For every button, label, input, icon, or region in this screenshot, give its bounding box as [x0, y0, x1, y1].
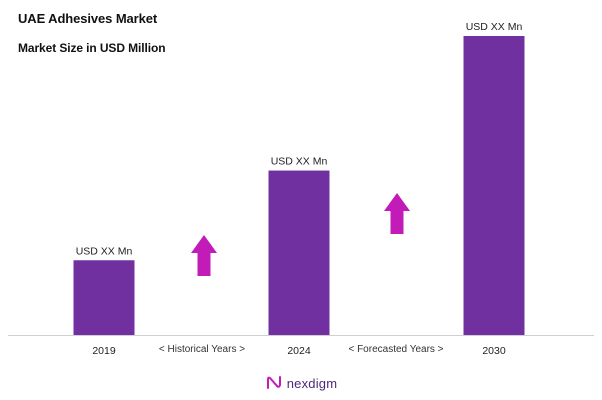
x-tick-2030: 2030 — [482, 345, 506, 357]
brand-name: nexdigm — [286, 375, 338, 391]
nexdigm-logo-icon — [266, 376, 281, 389]
chart-subtitle: Market Size in USD Million — [18, 41, 166, 55]
historical-years-label: < Historical Years > — [159, 344, 245, 355]
data-label-group: USD XX Mn USD XX Mn USD XX Mn — [76, 21, 523, 257]
x-tick-2019: 2019 — [92, 345, 116, 357]
data-label-2030: USD XX Mn — [466, 21, 523, 33]
bar-2019 — [73, 260, 135, 335]
data-label-2024: USD XX Mn — [271, 156, 328, 168]
forecast-growth-arrow-icon — [384, 193, 410, 234]
bar-2030 — [463, 36, 525, 335]
bar-group — [73, 36, 525, 335]
bar-2024 — [268, 170, 330, 335]
chart-title: UAE Adhesives Market — [18, 11, 158, 26]
brand-logo: nexdigm — [0, 372, 602, 394]
period-label-group: < Historical Years > < Forecasted Years > — [159, 344, 444, 355]
forecasted-years-label: < Forecasted Years > — [348, 344, 443, 355]
tick-label-group: 2019 2024 2030 — [92, 345, 506, 357]
growth-arrow-group — [191, 193, 410, 276]
historical-growth-arrow-icon — [191, 235, 217, 276]
data-label-2019: USD XX Mn — [76, 245, 133, 257]
x-tick-2024: 2024 — [287, 345, 311, 357]
